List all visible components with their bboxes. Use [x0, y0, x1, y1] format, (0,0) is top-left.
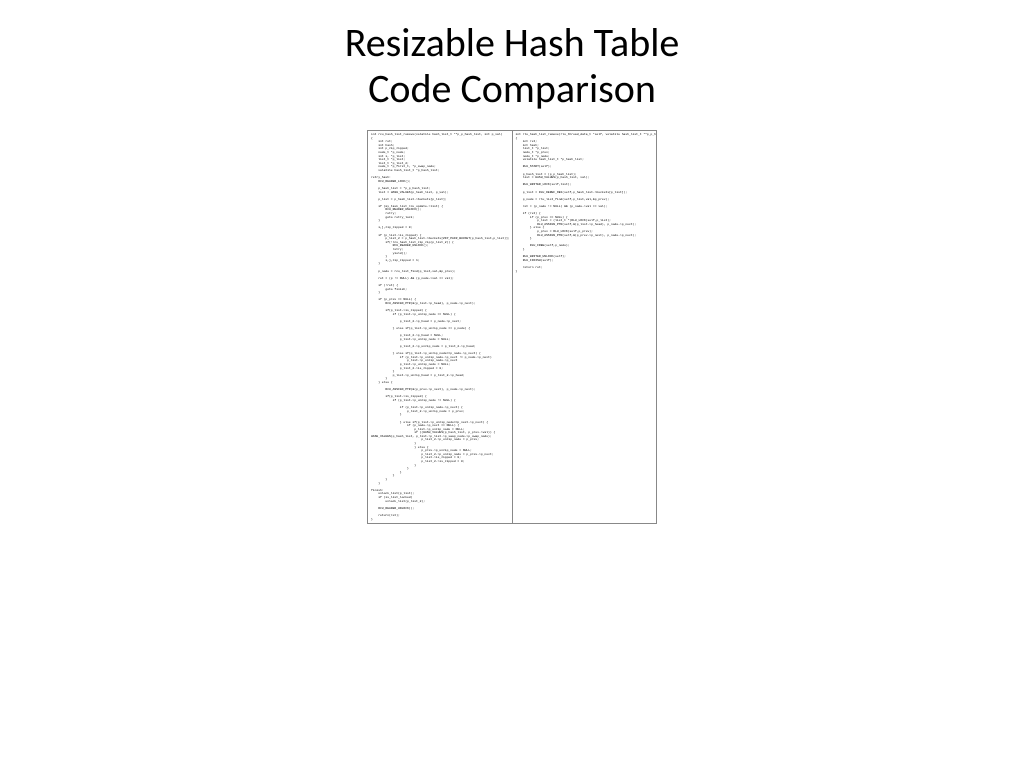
code-comparison-container: int rcu_hash_list_remove(volatile hash_l… [367, 130, 657, 524]
slide-container: Resizable Hash Table Code Comparison int… [0, 0, 1024, 768]
slide-title: Resizable Hash Table Code Comparison [0, 20, 1024, 112]
title-line-1: Resizable Hash Table [345, 18, 680, 67]
right-code-panel: int rlu_hash_list_remove(rlu_thread_data… [513, 131, 657, 523]
left-code-panel: int rcu_hash_list_remove(volatile hash_l… [368, 131, 513, 523]
title-line-2: Code Comparison [368, 64, 656, 113]
